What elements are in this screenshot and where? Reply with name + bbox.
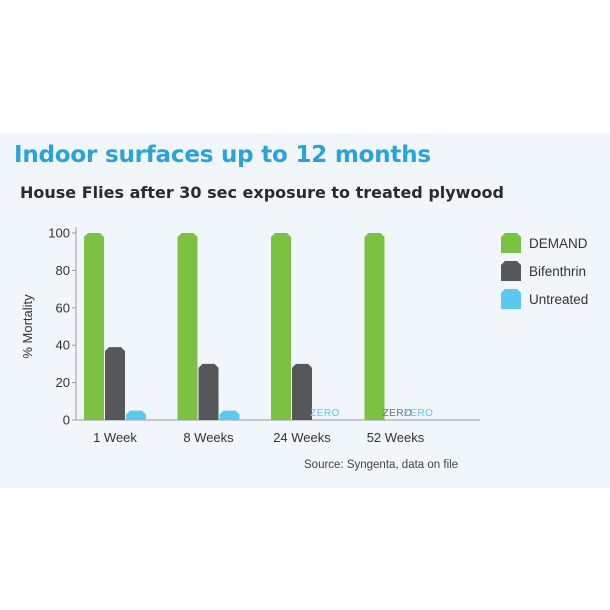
legend-swatch-demand: [501, 233, 521, 253]
bar-demand-8-weeks: [177, 233, 198, 420]
y-tick-label: 0: [63, 413, 70, 428]
y-tick-label: 20: [56, 375, 70, 390]
bar-untreated-8-weeks: [219, 410, 240, 420]
legend-swatch-bifenthrin: [501, 261, 521, 281]
x-tick-label: 1 Week: [93, 430, 137, 445]
page-title: Indoor surfaces up to 12 months: [14, 142, 431, 168]
zero-label-untreated-52-weeks: ZERO: [404, 408, 434, 419]
y-tick-label: 40: [56, 338, 70, 353]
zero-label-untreated-24-weeks: ZERO: [310, 408, 340, 419]
bar-untreated-1-week: [126, 410, 146, 420]
bar-demand-1-week: [84, 233, 104, 420]
legend-label-demand: DEMAND: [529, 236, 588, 251]
legend-swatch-untreated: [501, 289, 521, 309]
bar-demand-52-weeks: [364, 233, 385, 420]
legend-label-untreated: Untreated: [529, 292, 588, 307]
bar-bifenthrin-8-weeks: [198, 363, 219, 420]
y-tick-label: 60: [56, 300, 70, 315]
x-tick-label: 8 Weeks: [183, 430, 234, 445]
zero-label-bifenthrin-52-weeks: ZERO: [383, 408, 413, 419]
y-tick-label: 100: [48, 226, 70, 241]
bar-demand-24-weeks: [271, 233, 291, 420]
x-tick-label: 52 Weeks: [367, 430, 425, 445]
source-note: Source: Syngenta, data on file: [304, 459, 459, 471]
legend-label-bifenthrin: Bifenthrin: [529, 264, 586, 279]
y-axis-label: % Mortality: [20, 294, 35, 359]
x-tick-label: 24 Weeks: [273, 430, 331, 445]
bar-bifenthrin-1-week: [105, 347, 125, 420]
bar-bifenthrin-24-weeks: [292, 363, 312, 420]
y-tick-label: 80: [56, 263, 70, 278]
chart-title: House Flies after 30 sec exposure to tre…: [20, 183, 504, 202]
